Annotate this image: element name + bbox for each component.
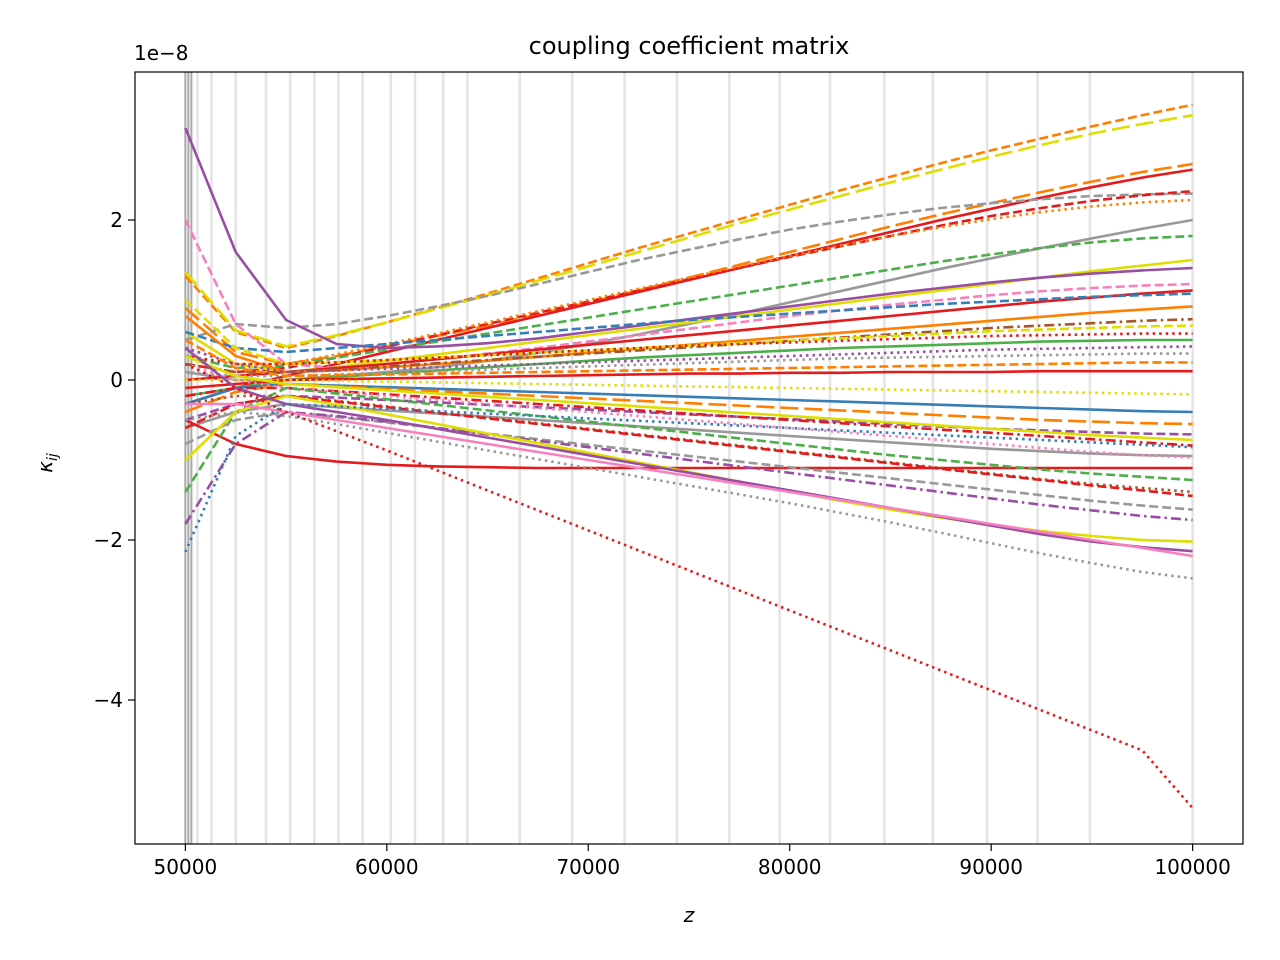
series-line	[185, 317, 1193, 374]
series-line	[185, 394, 1193, 436]
series-line	[185, 378, 1193, 396]
series-line	[184, 113, 1193, 348]
series-line	[185, 352, 1193, 378]
y-axis: −4 −2 0 2	[94, 208, 135, 712]
x-tick-label: 80000	[758, 855, 822, 879]
series-line	[185, 292, 1193, 354]
series-line	[184, 410, 1193, 511]
series-line	[185, 369, 1193, 390]
series-line	[184, 362, 1194, 809]
series-line	[185, 234, 1193, 370]
series-line	[184, 418, 1193, 470]
series-line	[184, 299, 1193, 366]
y-offset-text: 1e−8	[134, 41, 189, 65]
series-line	[185, 345, 1193, 374]
series-line	[184, 338, 1193, 378]
chart-title: coupling coefficient matrix	[529, 32, 850, 60]
x-axis: 50000 60000 70000 80000 90000 100000	[154, 844, 1231, 879]
vertical-marker-lines	[184, 72, 1194, 844]
x-tick-label: 90000	[959, 855, 1023, 879]
series-line	[184, 346, 1193, 553]
series-line	[184, 354, 1193, 442]
series-line	[185, 402, 1193, 558]
series-line	[185, 198, 1193, 366]
y-axis-label-main: κ	[33, 461, 57, 473]
plot-frame	[134, 71, 1244, 845]
y-tick-label: 2	[110, 208, 123, 232]
x-axis-label: z	[683, 903, 695, 927]
series-line	[185, 362, 1193, 459]
series-line	[185, 410, 1193, 580]
series-line	[184, 394, 1193, 498]
y-tick-label: −4	[94, 688, 123, 712]
x-tick-label: 100000	[1154, 855, 1230, 879]
y-tick-label: −2	[94, 528, 123, 552]
series-line	[185, 332, 1193, 366]
y-tick-label: 0	[110, 368, 123, 392]
x-tick-label: 70000	[556, 855, 620, 879]
series-lines	[184, 103, 1194, 809]
series-line	[185, 289, 1193, 382]
series-line	[185, 192, 1193, 342]
x-tick-label: 50000	[154, 855, 218, 879]
x-tick-label: 60000	[355, 855, 419, 879]
y-axis-label-subscript: ij	[45, 453, 61, 461]
series-line	[184, 410, 1193, 525]
y-axis-label: κij	[33, 453, 61, 473]
